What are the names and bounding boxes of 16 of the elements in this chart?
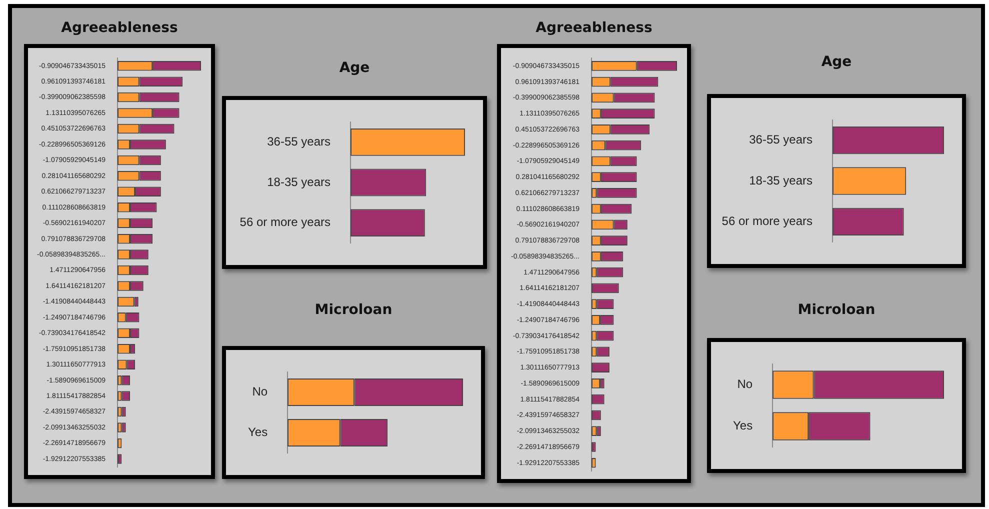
chart-title: Age — [338, 60, 371, 76]
y-tick-label: Yes — [248, 425, 268, 440]
chart-title: Microloan — [796, 302, 876, 318]
y-tick-label: No — [737, 377, 753, 392]
y-tick-label: 18-35 years — [749, 173, 812, 188]
chart-title: Microloan — [314, 302, 394, 318]
y-tick-label: 56 or more years — [722, 214, 812, 228]
chart-title: Age — [820, 54, 853, 70]
y-tick-label: 36-55 years — [749, 132, 812, 147]
y-tick-label: 56 or more years — [240, 215, 330, 230]
chart-title: Agreeableness — [60, 20, 179, 36]
y-tick-label: 36-55 years — [267, 134, 330, 148]
chart-title: Agreeableness — [534, 20, 654, 36]
y-tick-label: Yes — [733, 418, 753, 433]
y-tick-label: No — [252, 384, 268, 399]
y-tick-label: 18-35 years — [267, 174, 330, 189]
